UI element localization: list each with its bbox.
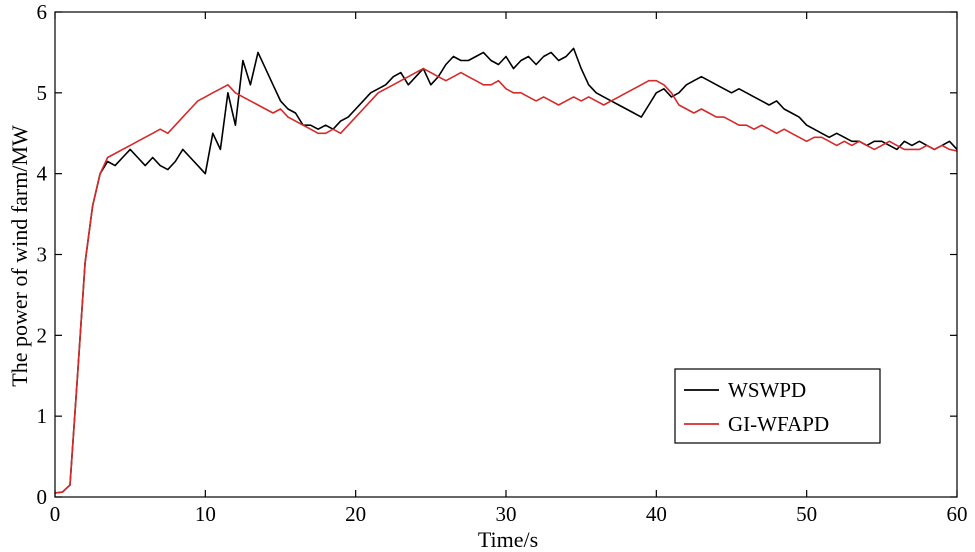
legend-box xyxy=(674,368,881,444)
y-tick-label: 5 xyxy=(37,81,48,105)
series-layer xyxy=(54,47,958,494)
x-tick-label: 50 xyxy=(796,502,817,526)
y-tick-label: 1 xyxy=(37,404,48,428)
x-tick-label: 30 xyxy=(496,502,517,526)
legend-label-wswpd: WSWPD xyxy=(728,378,806,402)
legend-label-gi-wfapd: GI-WFAPD xyxy=(728,412,829,436)
x-axis-label: Time/s xyxy=(478,527,538,552)
y-tick-label: 0 xyxy=(37,485,48,509)
y-tick-label: 2 xyxy=(37,323,48,347)
x-tick-label: 40 xyxy=(646,502,667,526)
x-tick-label: 0 xyxy=(50,502,61,526)
x-tick-label: 10 xyxy=(195,502,216,526)
series-line-gi-wfapd xyxy=(54,67,958,494)
series-line-wswpd xyxy=(54,47,958,494)
ticks: 0 10 20 30 40 50 60 0 1 2 3 4 5 6 xyxy=(37,0,968,526)
x-tick-label: 60 xyxy=(947,502,968,526)
legend: WSWPD GI-WFAPD xyxy=(674,368,881,444)
y-tick-label: 4 xyxy=(37,162,48,186)
y-axis-label: The power of wind farm/MW xyxy=(7,125,32,387)
x-tick-label: 20 xyxy=(345,502,366,526)
y-tick-label: 3 xyxy=(37,243,48,267)
y-tick-label: 6 xyxy=(37,0,48,24)
